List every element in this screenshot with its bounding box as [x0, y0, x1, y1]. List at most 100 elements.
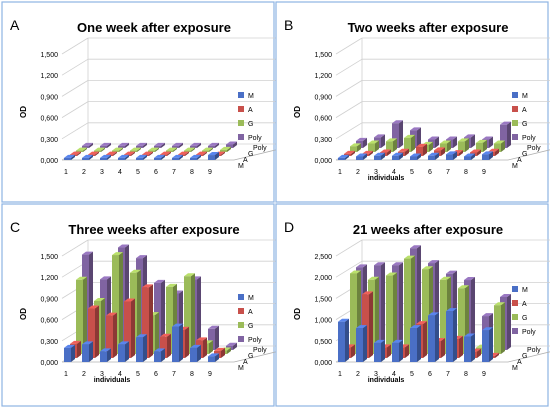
bar-side — [405, 148, 409, 156]
bar-side — [107, 348, 111, 362]
bar-side — [357, 143, 361, 152]
y-axis-label: OD — [293, 308, 302, 320]
bar-top — [368, 276, 379, 280]
bar-top — [356, 137, 367, 141]
bar-top — [464, 134, 475, 138]
bar-a-4 — [124, 298, 135, 358]
bar-side — [417, 153, 421, 160]
bar-g-2 — [94, 147, 105, 152]
bar-top — [356, 153, 367, 157]
x-tick-label: 7 — [172, 169, 176, 176]
bar-g-7 — [184, 147, 195, 152]
bar-front — [386, 141, 393, 152]
bar-m-7 — [172, 154, 183, 160]
bar-poly-5 — [154, 142, 165, 148]
bar-poly-6 — [172, 142, 183, 148]
bar-side — [197, 344, 201, 362]
bar-side — [101, 298, 105, 354]
bar-top — [482, 151, 493, 155]
bar-side — [489, 327, 493, 362]
legend: MAG Poly — [238, 294, 262, 344]
bar-front — [404, 258, 411, 354]
bar-side — [203, 337, 207, 358]
x-tick-label: 4 — [392, 371, 396, 378]
bar-side — [185, 151, 189, 156]
bar-top — [112, 147, 123, 151]
y-tick-label: 0,000 — [314, 158, 332, 165]
legend-swatch — [238, 308, 244, 314]
depth-label: Poly — [253, 145, 267, 152]
bar-poly-3 — [392, 120, 403, 148]
bar-side — [399, 339, 403, 362]
x-tick-label: 7 — [446, 371, 450, 378]
bar-m-5 — [136, 334, 147, 362]
bar-top — [202, 147, 213, 151]
bar-side — [95, 151, 99, 156]
bar-top — [124, 151, 135, 155]
x-tick-label: 7 — [172, 371, 176, 378]
bar-side — [227, 347, 231, 354]
bar-top — [130, 147, 141, 151]
y-tick-label: 0,600 — [40, 318, 58, 325]
bar-front — [482, 330, 489, 362]
bar-a-5 — [142, 284, 153, 358]
y-tick-label: 1,500 — [314, 52, 332, 59]
bar-front — [118, 157, 125, 160]
bar-top — [464, 333, 475, 337]
bar-poly-1 — [82, 142, 93, 148]
legend-label: Poly — [248, 337, 262, 344]
bar-side — [125, 142, 129, 148]
bar-front — [124, 301, 131, 358]
bar-side — [83, 147, 87, 152]
y-tick-label: 0,600 — [314, 116, 332, 123]
legend-label: A — [248, 107, 253, 114]
bar-side — [375, 276, 379, 354]
bar-front — [130, 150, 137, 152]
bar-m-2 — [356, 325, 367, 362]
bar-m-1 — [64, 154, 75, 160]
bar-m-7 — [446, 151, 457, 160]
bar-g-1 — [76, 276, 87, 354]
depth-label: Poly — [527, 145, 541, 152]
bar-m-9 — [482, 151, 493, 160]
bar-top — [190, 344, 201, 348]
bar-side — [423, 321, 427, 358]
bar-top — [422, 266, 433, 270]
x-tick-label: 3 — [100, 371, 104, 378]
y-tick-label: 1,500 — [40, 52, 58, 59]
legend-swatch — [512, 286, 518, 292]
bar-side — [411, 134, 415, 152]
bar-side — [185, 326, 189, 358]
y-tick-label: 1,200 — [314, 73, 332, 80]
bar-front — [368, 143, 375, 152]
bar-top — [118, 142, 129, 146]
bar-front — [458, 141, 465, 152]
bar-m-4 — [118, 154, 129, 160]
bar-side — [399, 152, 403, 160]
y-tick-label: 0,900 — [314, 94, 332, 101]
bar-top — [482, 313, 493, 317]
bar-front — [154, 157, 161, 160]
y-tick-label: 2,500 — [314, 254, 332, 261]
bar-top — [464, 277, 475, 281]
bar-top — [214, 347, 225, 351]
x-tick-label: 2 — [82, 169, 86, 176]
bar-m-6 — [428, 312, 439, 362]
bar-side — [191, 273, 195, 354]
bar-top — [338, 154, 349, 158]
bar-top — [172, 154, 183, 158]
legend-label: G — [522, 121, 527, 128]
bar-side — [191, 147, 195, 152]
bar-m-9 — [208, 353, 219, 362]
bar-front — [154, 145, 161, 148]
bar-side — [143, 334, 147, 362]
bar-front — [410, 328, 417, 362]
bar-side — [489, 151, 493, 160]
legend-label: M — [248, 295, 254, 302]
y-tick-label: 2,000 — [314, 275, 332, 282]
floor-side — [507, 149, 550, 161]
x-tick-label: 2 — [356, 371, 360, 378]
bar-side — [417, 325, 421, 362]
bar-front — [338, 157, 345, 160]
bar-m-3 — [100, 154, 111, 160]
